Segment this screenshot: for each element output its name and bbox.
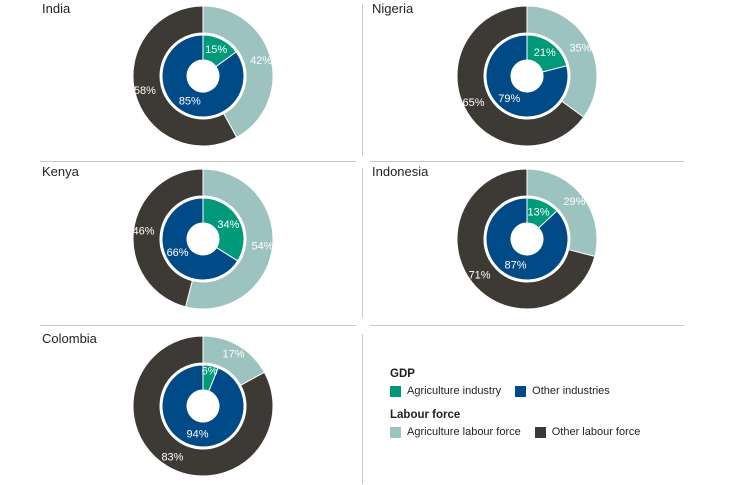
legend-gdp-row: Agriculture industry Other industries [390, 383, 654, 399]
nigeria-gdp-other-label: 79% [498, 93, 520, 105]
indonesia-gdp-other-slice [485, 197, 569, 281]
kenya-gdp-agri-label: 34% [217, 219, 239, 231]
colombia-gdp-other-slice [161, 364, 245, 448]
kenya-gdp-other-slice [161, 197, 239, 281]
colombia-labour-agri-label: 17% [223, 348, 245, 360]
legend-swatch-agri-gdp [390, 385, 401, 397]
country-title-india: India [42, 1, 71, 16]
colombia-gdp-agri-label: 6% [202, 366, 218, 378]
india-labour-other-slice [132, 5, 238, 147]
legend-labour-row: Agriculture labour force Other labour fo… [390, 424, 654, 440]
column-divider [362, 4, 363, 156]
country-title-indonesia: Indonesia [372, 164, 429, 179]
column-divider [362, 168, 363, 318]
legend-gdp-title: GDP [390, 368, 415, 380]
row-divider [370, 161, 684, 162]
colombia-gdp-other-label: 94% [187, 428, 209, 440]
country-title-nigeria: Nigeria [372, 1, 414, 16]
indonesia-gdp-other-label: 87% [504, 260, 526, 272]
india-gdp-agri-label: 15% [205, 44, 227, 56]
legend-item-other-gdp: Other industries [515, 385, 610, 397]
legend-label-other-gdp: Other industries [532, 385, 610, 397]
legend-item-agri-gdp: Agriculture industry [390, 385, 501, 397]
row-divider [370, 325, 684, 326]
row-divider [40, 325, 356, 326]
legend-swatch-agri-labour [390, 426, 401, 438]
india-gdp-other-slice [161, 34, 245, 118]
india-gdp-other-label: 85% [179, 96, 201, 108]
kenya-gdp-agri-slice [202, 197, 245, 262]
nigeria-gdp-agri-label: 21% [534, 47, 556, 59]
kenya-labour-other-label: 46% [132, 225, 154, 237]
column-divider [362, 334, 363, 484]
india-labour-other-label: 58% [134, 85, 156, 97]
legend-swatch-other-labour [534, 426, 546, 438]
legend-label-other-labour: Other labour force [551, 426, 641, 438]
legend-label-agri-gdp: Agriculture industry [407, 385, 502, 397]
legend-item-other-labour: Other labour force [534, 426, 641, 438]
kenya-gdp-other-label: 66% [167, 247, 189, 259]
indonesia-gdp-agri-label: 13% [528, 206, 550, 218]
legend-labour-title: Labour force [390, 409, 461, 421]
row-divider [40, 161, 356, 162]
country-title-colombia: Colombia [42, 331, 97, 346]
kenya-labour-agri-label: 54% [252, 240, 274, 252]
country-title-kenya: Kenya [42, 164, 79, 179]
legend-item-agri-labour: Agriculture labour force [390, 426, 521, 438]
india-labour-agri-label: 42% [250, 55, 272, 67]
indonesia-labour-agri-label: 29% [563, 196, 585, 208]
indonesia-labour-other-label: 71% [469, 270, 491, 282]
nigeria-labour-agri-label: 35% [569, 43, 591, 55]
nigeria-labour-other-label: 65% [463, 97, 485, 109]
legend-label-agri-labour: Agriculture labour force [407, 426, 521, 438]
nigeria-gdp-other-slice [485, 34, 569, 118]
colombia-labour-other-label: 83% [161, 452, 183, 464]
legend-swatch-other-gdp [515, 385, 527, 397]
legend: GDP Agriculture industry Other industrie… [390, 368, 654, 450]
